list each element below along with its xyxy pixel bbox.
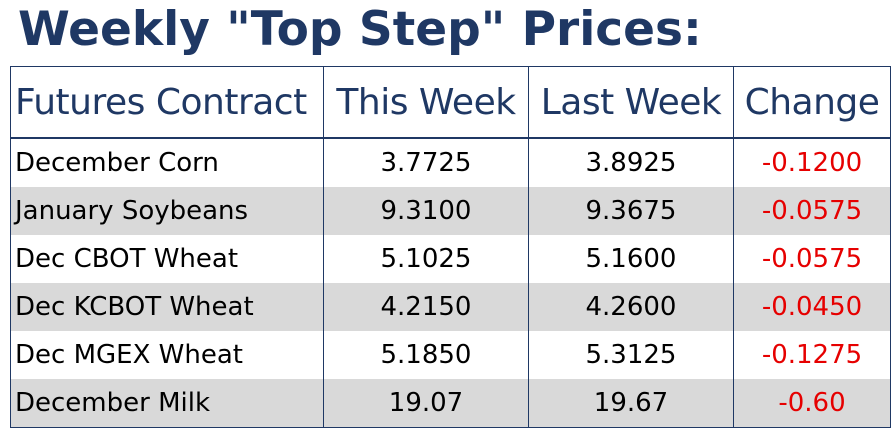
column-header-this-week: This Week [323,66,529,139]
contract-cell: December Corn [10,137,324,187]
contract-cell: December Milk [10,379,324,428]
page-title: Weekly "Top Step" Prices: [18,2,702,57]
column-header-last-week: Last Week [528,66,734,139]
change-cell: -0.0450 [733,283,891,331]
last-week-cell: 5.3125 [528,331,734,379]
last-week-cell: 9.3675 [528,187,734,235]
last-week-cell: 3.8925 [528,137,734,187]
this-week-cell: 5.1850 [323,331,529,379]
table-row: January Soybeans 9.3100 9.3675 -0.0575 [10,187,891,235]
change-cell: -0.0575 [733,235,891,283]
table-row: Dec CBOT Wheat 5.1025 5.1600 -0.0575 [10,235,891,283]
this-week-cell: 5.1025 [323,235,529,283]
change-cell: -0.0575 [733,187,891,235]
prices-table: Futures Contract This Week Last Week Cha… [10,66,891,428]
this-week-cell: 3.7725 [323,137,529,187]
contract-cell: January Soybeans [10,187,324,235]
table-row: Dec KCBOT Wheat 4.2150 4.2600 -0.0450 [10,283,891,331]
table-row: December Milk 19.07 19.67 -0.60 [10,379,891,428]
contract-cell: Dec CBOT Wheat [10,235,324,283]
column-header-change: Change [733,66,891,139]
last-week-cell: 19.67 [528,379,734,428]
table-row: December Corn 3.7725 3.8925 -0.1200 [10,137,891,187]
change-cell: -0.1275 [733,331,891,379]
change-cell: -0.60 [733,379,891,428]
column-header-futures-contract: Futures Contract [10,66,324,139]
last-week-cell: 5.1600 [528,235,734,283]
this-week-cell: 19.07 [323,379,529,428]
table-row: Dec MGEX Wheat 5.1850 5.3125 -0.1275 [10,331,891,379]
this-week-cell: 9.3100 [323,187,529,235]
this-week-cell: 4.2150 [323,283,529,331]
change-cell: -0.1200 [733,137,891,187]
contract-cell: Dec MGEX Wheat [10,331,324,379]
table-header-row: Futures Contract This Week Last Week Cha… [10,66,891,139]
last-week-cell: 4.2600 [528,283,734,331]
contract-cell: Dec KCBOT Wheat [10,283,324,331]
